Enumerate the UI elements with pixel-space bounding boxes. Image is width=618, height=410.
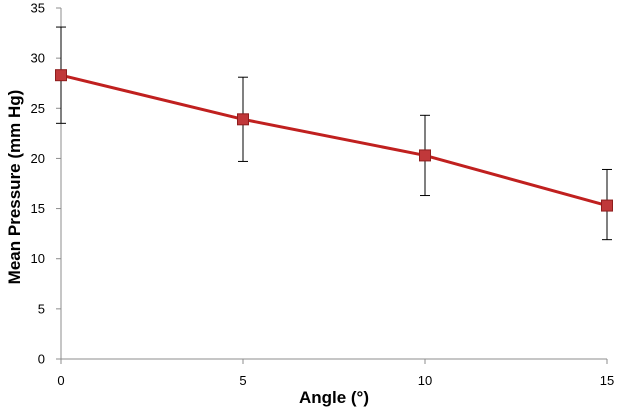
y-tick-label: 25 <box>31 101 45 116</box>
y-axis-ticks: 0 5 10 15 20 25 30 35 <box>31 1 61 367</box>
series-lines <box>60 73 608 208</box>
y-tick-label: 5 <box>38 301 45 316</box>
x-tick-label: 10 <box>418 373 432 388</box>
y-tick-label: 30 <box>31 51 45 66</box>
y-tick-label: 20 <box>31 151 45 166</box>
data-markers <box>55 69 613 212</box>
y-tick-label: 10 <box>31 251 45 266</box>
x-axis-ticks: 0 5 10 15 <box>57 359 614 388</box>
data-point-marker <box>601 199 613 212</box>
y-tick-label: 15 <box>31 201 45 216</box>
y-tick-label: 35 <box>31 1 45 16</box>
error-bars <box>56 26 612 241</box>
y-axis-title: Mean Pressure (mm Hg) <box>5 90 24 285</box>
x-axis-title: Angle (°) <box>299 388 369 407</box>
data-point-marker <box>55 69 67 82</box>
x-tick-label: 15 <box>600 373 614 388</box>
data-point-marker <box>237 113 249 126</box>
data-point-marker <box>419 149 431 162</box>
x-tick-label: 5 <box>239 373 246 388</box>
x-tick-label: 0 <box>57 373 64 388</box>
y-tick-label: 0 <box>38 352 45 367</box>
series-line <box>60 73 608 208</box>
